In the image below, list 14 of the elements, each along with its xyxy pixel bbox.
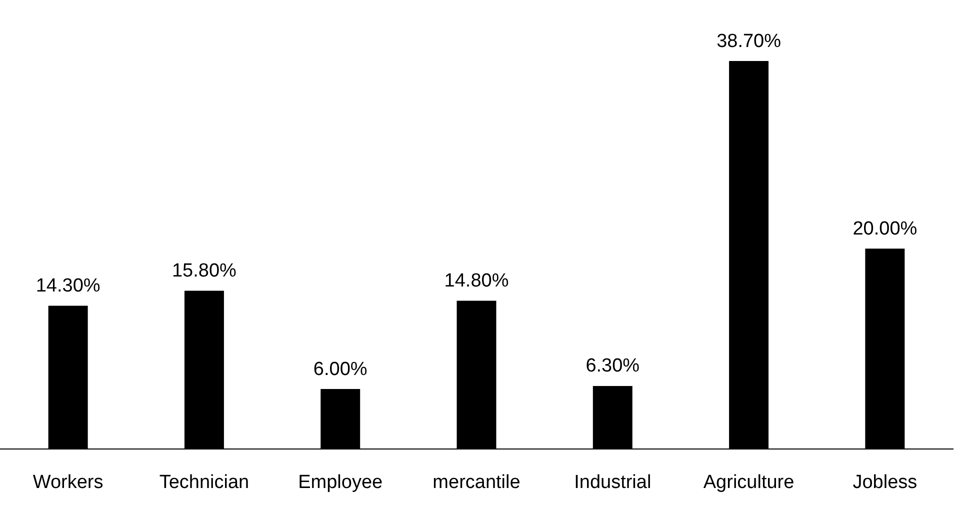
x-tick-label: Workers <box>32 472 104 493</box>
x-tick-label: Employee <box>298 472 383 493</box>
data-label: 14.80% <box>444 270 509 292</box>
data-label: 6.00% <box>313 358 368 380</box>
x-tick-label: Agriculture <box>703 472 794 493</box>
data-label: 15.80% <box>172 260 237 282</box>
data-label: 6.30% <box>586 356 640 377</box>
data-label: 20.00% <box>852 218 918 240</box>
x-tick-label: Jobless <box>852 472 918 493</box>
x-tick-label: Technician <box>159 472 250 493</box>
x-tick-label: mercantile <box>432 472 520 493</box>
data-label: 14.30% <box>36 276 100 297</box>
data-label: 38.70% <box>716 30 782 52</box>
x-tick-label: Industrial <box>574 472 652 493</box>
